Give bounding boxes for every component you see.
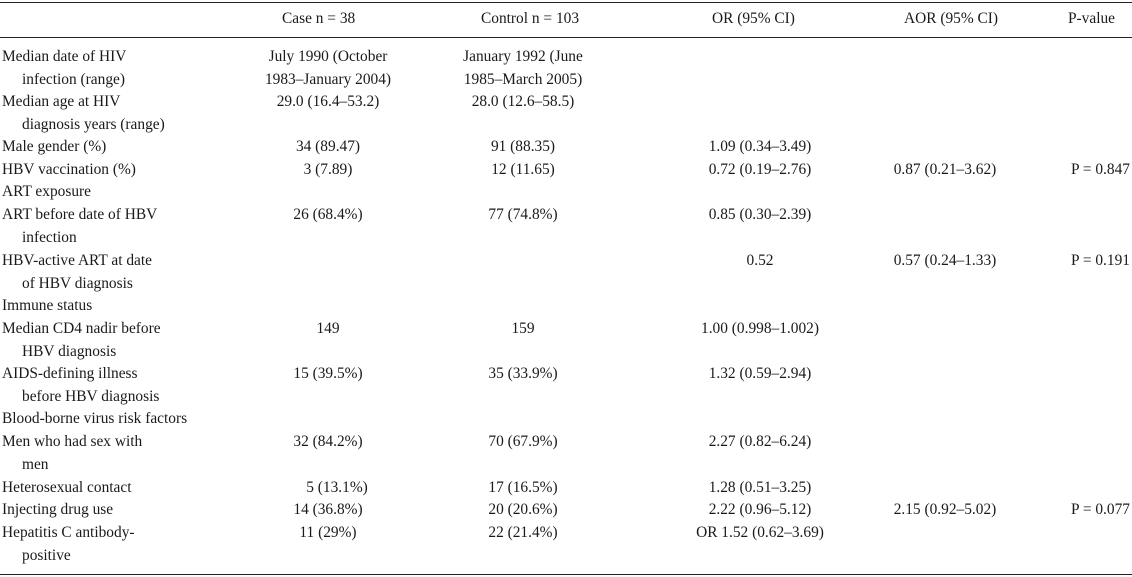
control-cell: 12 (11.65) [491, 161, 555, 178]
or-cell: 2.27 (0.82–6.24) [708, 433, 812, 450]
control-cell: 28.0 (12.6–58.5) [471, 93, 575, 110]
or-cell: 0.52 [746, 252, 774, 269]
header-rule [0, 37, 1132, 38]
row-label: ART before date of HBV infection [2, 206, 158, 246]
section-label: ART exposure [2, 183, 91, 200]
control-cell: 20 (20.6%) [488, 501, 558, 518]
header-pvalue: P-value [1068, 10, 1116, 27]
case-cell: 34 (89.47) [295, 138, 361, 155]
row-label: HBV-active ART at date of HBV diagnosis [2, 252, 152, 292]
pvalue-cell: P = 0.191 [1071, 252, 1130, 269]
or-cell: 1.00 (0.998–1.002) [701, 320, 819, 337]
control-cell: 70 (67.9%) [488, 433, 558, 450]
aor-cell: 0.57 (0.24–1.33) [893, 252, 997, 269]
row-label: Median date of HIV infection (range) [2, 48, 127, 88]
pvalue-cell: P = 0.847 [1071, 161, 1130, 178]
control-cell: January 1992 (June 1985–March 2005) [463, 48, 583, 88]
row-label: Injecting drug use [2, 501, 114, 518]
or-cell: 0.72 (0.19–2.76) [708, 161, 812, 178]
row-label: AIDS-defining illness before HBV diagnosi… [2, 365, 160, 405]
row-label: Men who had sex with men [2, 433, 143, 473]
row-label: Heterosexual contact [2, 479, 132, 496]
or-cell: 1.28 (0.51–3.25) [708, 479, 812, 496]
section-label: Immune status [2, 297, 93, 314]
control-cell: 35 (33.9%) [488, 365, 558, 382]
case-cell: 14 (36.8%) [293, 501, 363, 518]
case-cell: 29.0 (16.4–53.2) [276, 93, 380, 110]
or-cell: 0.85 (0.30–2.39) [708, 206, 812, 223]
control-cell: 91 (88.35) [490, 138, 556, 155]
case-cell: July 1990 (October 1983–January 2004) [264, 48, 392, 88]
bottom-rule [0, 574, 1132, 575]
header-control: Control n = 103 [481, 10, 580, 27]
row-label: HBV vaccination (%) [2, 161, 136, 178]
control-cell: 159 [511, 320, 535, 337]
header-case: Case n = 38 [282, 10, 356, 27]
case-cell: 26 (68.4%) [293, 206, 363, 223]
or-cell: 1.32 (0.59–2.94) [708, 365, 812, 382]
case-cell: 32 (84.2%) [293, 433, 363, 450]
pvalue-cell: P = 0.077 [1071, 501, 1130, 518]
case-cell: 15 (39.5%) [293, 365, 363, 382]
or-cell: OR 1.52 (0.62–3.69) [696, 524, 824, 541]
or-cell: 1.09 (0.34–3.49) [708, 138, 812, 155]
row-label: Median CD4 nadir before HBV diagnosis [2, 320, 161, 360]
top-rule [0, 2, 1132, 3]
case-cell: 11 (29%) [299, 524, 357, 541]
control-cell: 77 (74.8%) [488, 206, 558, 223]
or-cell: 2.22 (0.96–5.12) [708, 501, 812, 518]
header-or: OR (95% CI) [712, 10, 795, 27]
control-cell: 17 (16.5%) [488, 479, 558, 496]
case-cell: 3 (7.89) [303, 161, 353, 178]
section-label: Blood-borne virus risk factors [2, 410, 188, 427]
aor-cell: 2.15 (0.92–5.02) [893, 501, 997, 518]
case-cell: 149 [316, 320, 340, 337]
row-label: Median age at HIV diagnosis years (range) [2, 93, 165, 133]
row-label: Hepatitis C antibody-positive [2, 524, 135, 564]
case-cell: 5 (13.1%) [306, 479, 368, 496]
aor-cell: 0.87 (0.21–3.62) [893, 161, 997, 178]
header-aor: AOR (95% CI) [904, 10, 999, 27]
row-label: Male gender (%) [2, 138, 107, 155]
control-cell: 22 (21.4%) [488, 524, 558, 541]
